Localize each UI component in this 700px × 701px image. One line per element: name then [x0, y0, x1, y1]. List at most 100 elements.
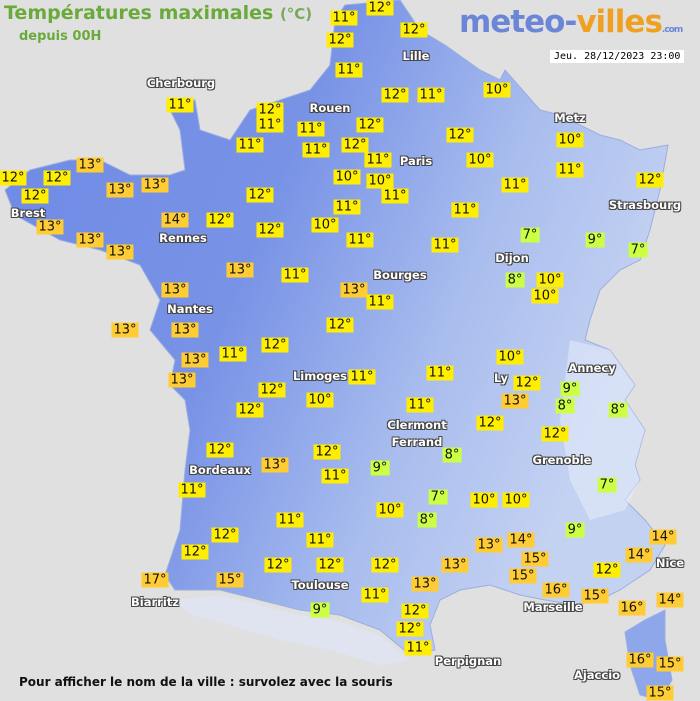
temperature-label[interactable]: 16°	[542, 582, 570, 598]
temperature-label[interactable]: 11°	[426, 365, 454, 381]
temperature-label[interactable]: 12°	[366, 0, 394, 16]
temperature-label[interactable]: 11°	[361, 587, 389, 603]
temperature-label[interactable]: 9°	[585, 232, 605, 248]
temperature-label[interactable]: 12°	[21, 188, 49, 204]
temperature-label[interactable]: 12°	[341, 137, 369, 153]
temperature-label[interactable]: 12°	[206, 442, 234, 458]
temperature-label[interactable]: 8°	[442, 447, 462, 463]
temperature-label[interactable]: 12°	[513, 375, 541, 391]
temperature-label[interactable]: 12°	[0, 170, 27, 186]
temperature-label[interactable]: 13°	[168, 372, 196, 388]
temperature-label[interactable]: 11°	[333, 199, 361, 215]
temperature-label[interactable]: 13°	[226, 262, 254, 278]
temperature-label[interactable]: 12°	[264, 557, 292, 573]
temperature-label[interactable]: 9°	[565, 522, 585, 538]
temperature-label[interactable]: 12°	[313, 444, 341, 460]
temperature-label[interactable]: 11°	[306, 532, 334, 548]
temperature-label[interactable]: 12°	[236, 402, 264, 418]
temperature-label[interactable]: 13°	[76, 232, 104, 248]
temperature-label[interactable]: 13°	[340, 282, 368, 298]
temperature-label[interactable]: 11°	[404, 640, 432, 656]
temperature-label[interactable]: 11°	[451, 202, 479, 218]
temperature-label[interactable]: 10°	[496, 349, 524, 365]
temperature-label[interactable]: 13°	[475, 537, 503, 553]
temperature-label[interactable]: 7°	[428, 489, 448, 505]
temperature-label[interactable]: 13°	[181, 352, 209, 368]
temperature-label[interactable]: 11°	[276, 512, 304, 528]
temperature-label[interactable]: 10°	[311, 217, 339, 233]
temperature-label[interactable]: 16°	[626, 652, 654, 668]
temperature-label[interactable]: 9°	[370, 460, 390, 476]
temperature-label[interactable]: 12°	[381, 87, 409, 103]
temperature-label[interactable]: 10°	[466, 152, 494, 168]
temperature-label[interactable]: 12°	[256, 102, 284, 118]
temperature-label[interactable]: 11°	[256, 117, 284, 133]
temperature-label[interactable]: 15°	[509, 568, 537, 584]
temperature-label[interactable]: 10°	[502, 492, 530, 508]
temperature-label[interactable]: 7°	[628, 242, 648, 258]
temperature-label[interactable]: 11°	[297, 121, 325, 137]
temperature-label[interactable]: 8°	[505, 272, 525, 288]
temperature-label[interactable]: 10°	[306, 392, 334, 408]
temperature-label[interactable]: 10°	[483, 82, 511, 98]
temperature-label[interactable]: 12°	[593, 562, 621, 578]
temperature-label[interactable]: 14°	[625, 547, 653, 563]
temperature-label[interactable]: 12°	[181, 544, 209, 560]
temperature-label[interactable]: 15°	[646, 685, 674, 701]
temperature-label[interactable]: 11°	[302, 142, 330, 158]
temperature-label[interactable]: 14°	[507, 532, 535, 548]
temperature-label[interactable]: 10°	[536, 272, 564, 288]
temperature-label[interactable]: 12°	[636, 172, 664, 188]
temperature-label[interactable]: 14°	[161, 212, 189, 228]
temperature-label[interactable]: 10°	[376, 502, 404, 518]
temperature-label[interactable]: 13°	[76, 157, 104, 173]
temperature-label[interactable]: 12°	[43, 170, 71, 186]
temperature-label[interactable]: 10°	[366, 173, 394, 189]
temperature-label[interactable]: 10°	[556, 132, 584, 148]
temperature-label[interactable]: 14°	[649, 529, 677, 545]
temperature-label[interactable]: 11°	[431, 237, 459, 253]
temperature-label[interactable]: 12°	[476, 415, 504, 431]
temperature-label[interactable]: 11°	[348, 369, 376, 385]
temperature-label[interactable]: 11°	[381, 188, 409, 204]
temperature-label[interactable]: 13°	[501, 393, 529, 409]
temperature-label[interactable]: 16°	[618, 600, 646, 616]
temperature-label[interactable]: 11°	[417, 87, 445, 103]
temperature-label[interactable]: 9°	[310, 602, 330, 618]
temperature-label[interactable]: 11°	[364, 152, 392, 168]
temperature-label[interactable]: 11°	[330, 10, 358, 26]
temperature-label[interactable]: 13°	[261, 457, 289, 473]
temperature-label[interactable]: 12°	[400, 22, 428, 38]
temperature-label[interactable]: 12°	[316, 557, 344, 573]
temperature-label[interactable]: 9°	[560, 381, 580, 397]
temperature-label[interactable]: 12°	[371, 557, 399, 573]
temperature-label[interactable]: 8°	[555, 398, 575, 414]
temperature-label[interactable]: 13°	[106, 182, 134, 198]
temperature-label[interactable]: 12°	[326, 317, 354, 333]
temperature-label[interactable]: 11°	[556, 162, 584, 178]
temperature-label[interactable]: 11°	[335, 62, 363, 78]
temperature-label[interactable]: 11°	[346, 232, 374, 248]
temperature-label[interactable]: 11°	[166, 97, 194, 113]
temperature-label[interactable]: 15°	[581, 588, 609, 604]
temperature-label[interactable]: 11°	[178, 482, 206, 498]
temperature-label[interactable]: 7°	[597, 477, 617, 493]
temperature-label[interactable]: 11°	[366, 294, 394, 310]
temperature-label[interactable]: 17°	[141, 572, 169, 588]
temperature-label[interactable]: 13°	[441, 557, 469, 573]
temperature-label[interactable]: 11°	[236, 137, 264, 153]
temperature-label[interactable]: 15°	[656, 656, 684, 672]
temperature-label[interactable]: 13°	[36, 219, 64, 235]
temperature-label[interactable]: 7°	[520, 227, 540, 243]
temperature-label[interactable]: 12°	[446, 127, 474, 143]
temperature-label[interactable]: 12°	[326, 32, 354, 48]
temperature-label[interactable]: 10°	[470, 492, 498, 508]
temperature-label[interactable]: 11°	[281, 267, 309, 283]
temperature-label[interactable]: 13°	[106, 244, 134, 260]
temperature-label[interactable]: 11°	[219, 346, 247, 362]
temperature-label[interactable]: 10°	[531, 288, 559, 304]
temperature-label[interactable]: 11°	[321, 468, 349, 484]
temperature-label[interactable]: 12°	[258, 382, 286, 398]
temperature-label[interactable]: 11°	[501, 177, 529, 193]
temperature-label[interactable]: 12°	[261, 337, 289, 353]
